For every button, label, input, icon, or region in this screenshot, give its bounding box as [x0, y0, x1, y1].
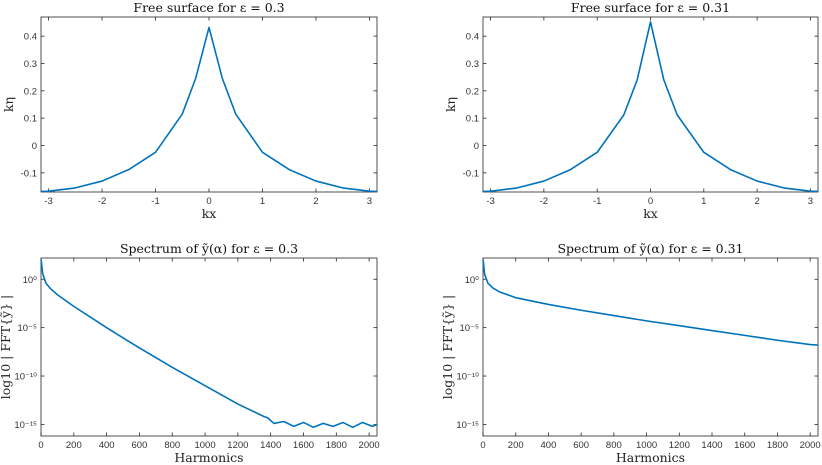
series-line	[41, 26, 377, 193]
y-axis-label: kη	[443, 97, 458, 112]
y-tick-label: -0.1	[463, 168, 479, 179]
y-tick-label: 0.1	[24, 114, 37, 125]
y-tick-label: 0	[474, 141, 479, 152]
y-tick-label: -0.1	[21, 168, 37, 179]
y-tick-label: 0.3	[24, 59, 37, 70]
y-tick-label: 0.4	[24, 32, 37, 43]
x-tick-label: 3	[808, 196, 813, 207]
x-axis-label: kx	[202, 206, 217, 221]
y-tick-label: 10⁻⁵	[17, 323, 37, 334]
x-tick-label: -1	[151, 196, 159, 207]
series-line	[482, 259, 819, 346]
y-axis-label: kη	[1, 97, 16, 112]
y-tick-label: 0.3	[466, 59, 479, 70]
x-tick-label: 1600	[293, 440, 314, 451]
y-tick-label: 10⁻¹⁰	[14, 372, 37, 383]
axes-frame	[40, 16, 378, 193]
plot-panel-3: 0 200 400 600 800 1000 1200 1400 1600 1800 2000 10⁰…	[0, 241, 380, 465]
x-tick-label: -1	[593, 196, 601, 207]
y-tick-label: 10⁰	[23, 275, 38, 286]
x-axis-label: Harmonics	[174, 450, 243, 465]
x-tick-label: 1	[260, 196, 265, 207]
chart-title: Spectrum of ỹ(α) for ε = 0.3	[120, 241, 298, 256]
x-tick-label: 2	[754, 196, 759, 207]
x-tick-label: 600	[573, 440, 589, 451]
x-tick-label: 2	[313, 196, 318, 207]
x-tick-label: 400	[541, 440, 557, 451]
y-tick-label: 0.4	[466, 32, 479, 43]
y-tick-label: 0	[32, 141, 37, 152]
y-axis-label: log10 | FFT{ỹ} |	[440, 295, 455, 399]
x-tick-label: 1600	[734, 440, 755, 451]
x-tick-label: 3	[367, 196, 372, 207]
x-tick-label: 1200	[669, 440, 690, 451]
y-tick-label: 10⁻⁵	[459, 323, 479, 334]
series-line	[40, 259, 378, 429]
plot-panel-2: -3 -2 -1 0 1 2 3 -0.1 0 0.1 0.2 0.3 0.4 Free surface …	[443, 0, 819, 221]
x-tick-label: 1	[701, 196, 706, 207]
y-tick-label: 10⁻¹⁵	[14, 420, 37, 431]
y-axis-label: log10 | FFT{ỹ} |	[0, 295, 13, 399]
x-tick-label: 0	[38, 440, 43, 451]
x-tick-label: 2000	[800, 440, 821, 451]
axes-frame	[482, 16, 819, 193]
x-tick-label: -3	[486, 196, 494, 207]
chart-title: Free surface for ε = 0.31	[571, 0, 730, 15]
y-tick-label: 10⁻¹⁰	[456, 372, 479, 383]
y-tick-label: 0.2	[466, 86, 479, 97]
chart-title: Free surface for ε = 0.3	[133, 0, 284, 15]
x-tick-label: 1000	[194, 440, 215, 451]
x-tick-label: 200	[508, 440, 524, 451]
x-tick-label: 0	[480, 440, 485, 451]
x-tick-label: 1800	[326, 440, 347, 451]
series-line	[483, 21, 818, 193]
x-tick-label: 600	[132, 440, 148, 451]
x-tick-label: 2000	[359, 440, 380, 451]
axes-frame	[40, 257, 378, 437]
plot-panel-4: 0 200 400 600 800 1000 1200 1400 1600 1800 2000 10⁰…	[440, 241, 821, 465]
x-tick-label: -2	[540, 196, 548, 207]
y-tick-label: 10⁻¹⁵	[456, 420, 479, 431]
x-tick-label: 1400	[260, 440, 281, 451]
y-tick-label: 0.1	[466, 114, 479, 125]
x-tick-label: 1000	[636, 440, 657, 451]
x-tick-label: 200	[66, 440, 82, 451]
y-tick-label: 0.2	[24, 86, 37, 97]
axes-frame	[482, 257, 819, 437]
x-tick-label: 800	[164, 440, 180, 451]
x-tick-label: -2	[98, 196, 106, 207]
plot-panel-1: -3 -2 -1 0 1 2 3 -0.1 0 0.1 0.2 0.3 0.4 Free surface …	[1, 0, 378, 221]
x-tick-label: 800	[606, 440, 622, 451]
x-axis-label: kx	[643, 206, 658, 221]
x-tick-label: 1400	[701, 440, 722, 451]
x-axis-label: Harmonics	[616, 450, 685, 465]
x-tick-label: 0	[206, 196, 211, 207]
x-tick-label: 1800	[767, 440, 788, 451]
x-tick-label: 0	[648, 196, 653, 207]
x-tick-label: -3	[44, 196, 52, 207]
x-tick-label: 1200	[227, 440, 248, 451]
y-tick-label: 10⁰	[465, 275, 480, 286]
chart-title: Spectrum of ỹ(α) for ε = 0.31	[557, 241, 743, 256]
x-tick-label: 400	[99, 440, 115, 451]
